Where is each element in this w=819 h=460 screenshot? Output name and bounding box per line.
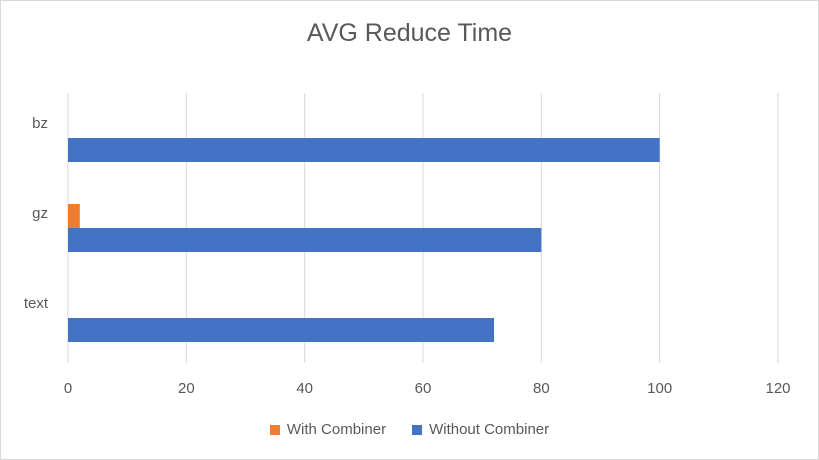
y-tick-label-text: text xyxy=(24,295,49,312)
x-tick-label-60: 60 xyxy=(415,380,432,397)
y-tick-label-gz: gz xyxy=(32,205,48,222)
bar-with-combiner-gz xyxy=(68,204,80,228)
legend-swatch-with-combiner xyxy=(269,424,280,435)
bar-without-combiner-bz xyxy=(68,138,660,162)
bar-without-combiner-gz xyxy=(68,228,542,252)
chart-title: AVG Reduce Time xyxy=(306,19,513,47)
y-tick-label-bz: bz xyxy=(32,115,48,132)
x-tick-label-0: 0 xyxy=(64,380,72,397)
x-tick-label-20: 20 xyxy=(178,380,195,397)
x-tick-label-40: 40 xyxy=(296,380,313,397)
x-tick-label-120: 120 xyxy=(765,380,790,397)
legend-item-with-combiner: With Combiner xyxy=(269,421,387,438)
legend-item-without-combiner: Without Combiner xyxy=(412,421,549,438)
legend-swatch-without-combiner xyxy=(412,424,423,435)
x-tick-label-80: 80 xyxy=(533,380,550,397)
legend-label-without-combiner: Without Combiner xyxy=(429,421,550,438)
plot-area: 0 20 40 60 80 100 120 bz gz text xyxy=(24,93,791,397)
legend: With Combiner Without Combiner xyxy=(1,421,818,438)
bar-without-combiner-text xyxy=(68,318,494,342)
legend-label-with-combiner: With Combiner xyxy=(286,421,387,438)
x-tick-label-100: 100 xyxy=(647,380,672,397)
